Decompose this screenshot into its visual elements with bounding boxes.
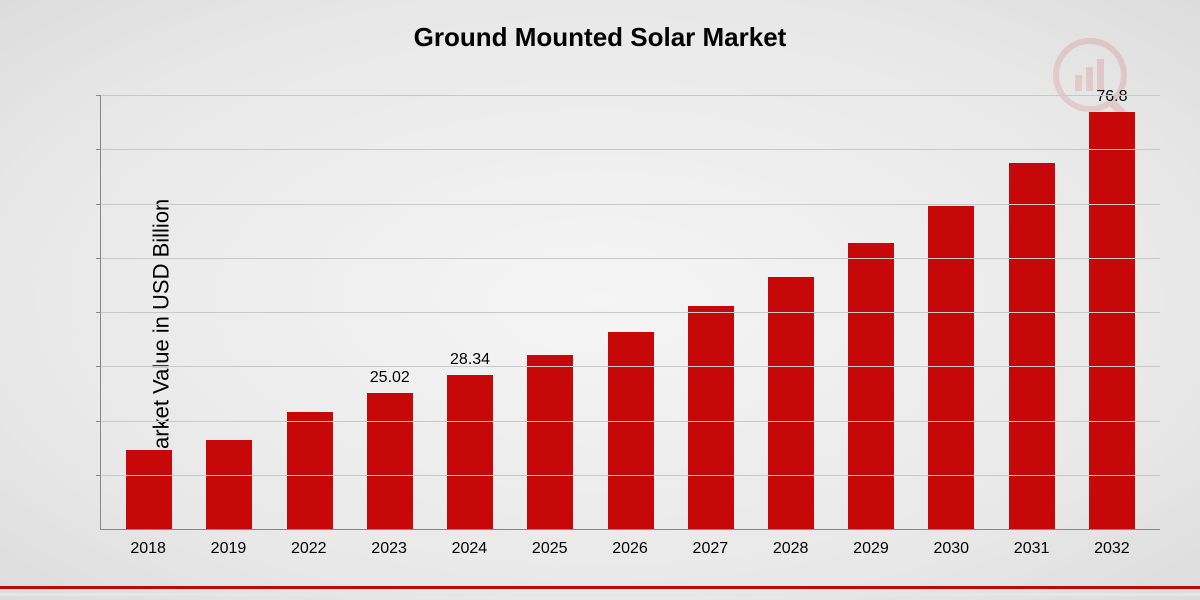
y-tick	[96, 149, 101, 150]
bar	[447, 375, 493, 529]
x-tick-label: 2030	[911, 530, 991, 570]
gridline	[101, 312, 1160, 313]
bar	[527, 355, 573, 529]
bar-value-label: 25.02	[370, 369, 410, 387]
bar	[768, 277, 814, 529]
y-tick	[96, 204, 101, 205]
footer-red-line	[0, 586, 1200, 589]
bar	[688, 306, 734, 529]
bar	[206, 440, 252, 529]
gridline	[101, 149, 1160, 150]
x-tick-label: 2022	[269, 530, 349, 570]
bar	[287, 412, 333, 529]
x-tick-label: 2018	[108, 530, 188, 570]
gridline	[101, 421, 1160, 422]
gridline	[101, 366, 1160, 367]
y-tick	[96, 312, 101, 313]
y-tick	[96, 366, 101, 367]
y-tick	[96, 475, 101, 476]
x-tick-label: 2019	[188, 530, 268, 570]
footer-grey-line	[0, 593, 1200, 596]
chart-title: Ground Mounted Solar Market	[0, 0, 1200, 53]
bar	[608, 332, 654, 529]
x-tick-label: 2031	[991, 530, 1071, 570]
plot-area: 25.0228.3476.8	[100, 95, 1160, 530]
x-tick-label: 2026	[590, 530, 670, 570]
x-tick-label: 2027	[670, 530, 750, 570]
gridline	[101, 258, 1160, 259]
bar	[928, 206, 974, 529]
bar	[367, 393, 413, 529]
chart-area: Market Value in USD Billion 25.0228.3476…	[55, 95, 1160, 570]
x-tick-label: 2025	[510, 530, 590, 570]
bar	[1089, 112, 1135, 529]
gridline	[101, 475, 1160, 476]
bar-value-label: 76.8	[1096, 88, 1127, 106]
bar	[848, 243, 894, 529]
x-tick-label: 2032	[1072, 530, 1152, 570]
y-tick	[96, 421, 101, 422]
x-tick-label: 2024	[429, 530, 509, 570]
x-tick-label: 2028	[751, 530, 831, 570]
x-tick-label: 2029	[831, 530, 911, 570]
y-tick	[96, 95, 101, 96]
x-tick-label: 2023	[349, 530, 429, 570]
gridline	[101, 95, 1160, 96]
y-tick	[96, 258, 101, 259]
gridline	[101, 204, 1160, 205]
bar	[126, 450, 172, 529]
x-axis-labels: 2018201920222023202420252026202720282029…	[100, 530, 1160, 570]
